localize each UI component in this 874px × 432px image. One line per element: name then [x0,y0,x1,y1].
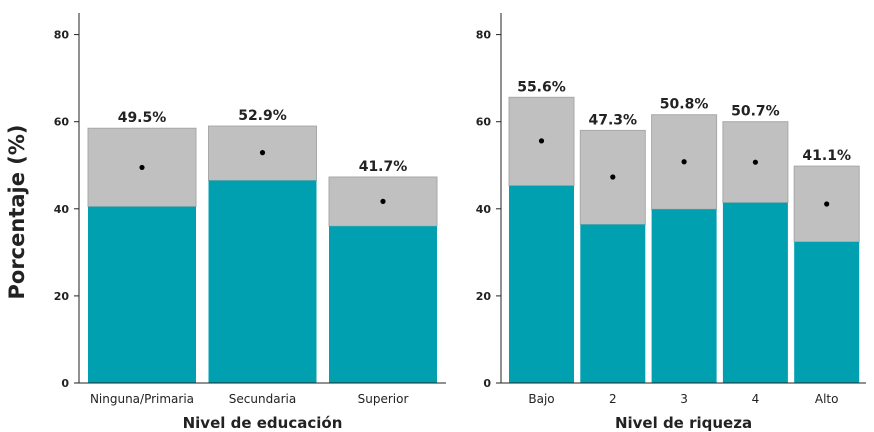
point-marker [681,159,687,165]
bar-lower [88,206,196,383]
data-label: 41.1% [802,148,851,164]
bar-lower [208,180,317,383]
y-tick-label: 20 [476,290,492,303]
x-tick-label: Alto [815,392,839,406]
x-tick-label: Secundaria [229,392,296,406]
y-tick-label: 20 [54,290,70,303]
point-marker [610,174,616,180]
point-marker [259,150,266,156]
data-label: 52.9% [238,108,287,124]
data-label: 47.3% [589,112,638,128]
panel-wealth: 55.6% Bajo 47.3% 2 50.8% 3 50.7% 4 41.1% Alto 0 20 4… [476,13,866,432]
data-label: 50.8% [660,97,709,113]
x-tick-label: 3 [680,392,688,406]
x-axis-label: Nivel de educación [183,414,343,432]
y-tick-label: 40 [54,203,70,216]
bar-lower [651,209,717,383]
y-tick-label: 40 [476,203,492,216]
x-tick-label: Superior [358,392,409,406]
panel-education: 49.5% Ninguna/Primaria 52.9% Secundaria 41.7… [54,13,446,432]
bar-lower [329,226,437,383]
x-tick-label: Ninguna/Primaria [90,392,194,406]
data-label: 55.6% [517,79,566,95]
bar-lower [580,224,646,383]
point-marker [139,164,145,171]
point-marker [538,138,545,144]
x-tick-label: Bajo [528,392,554,406]
point-marker [824,201,830,207]
x-tick-label: 4 [752,392,760,406]
y-tick-label: 60 [54,116,70,129]
x-tick-label: 2 [609,392,617,406]
data-label: 50.7% [731,104,780,120]
y-axis-label: Porcentaje (%) [5,124,29,299]
data-label: 49.5% [118,110,167,126]
bar-lower [509,185,574,383]
y-tick-label: 0 [61,377,69,390]
y-tick-label: 80 [54,29,70,42]
point-marker [752,159,759,165]
y-tick-label: 60 [476,116,492,129]
y-tick-label: 80 [476,29,492,42]
x-axis-label: Nivel de riqueza [615,414,752,432]
data-label: 41.7% [359,159,408,175]
bar-lower [722,202,788,383]
point-marker [380,198,386,204]
bar-lower [794,241,860,383]
y-tick-label: 0 [483,377,491,390]
